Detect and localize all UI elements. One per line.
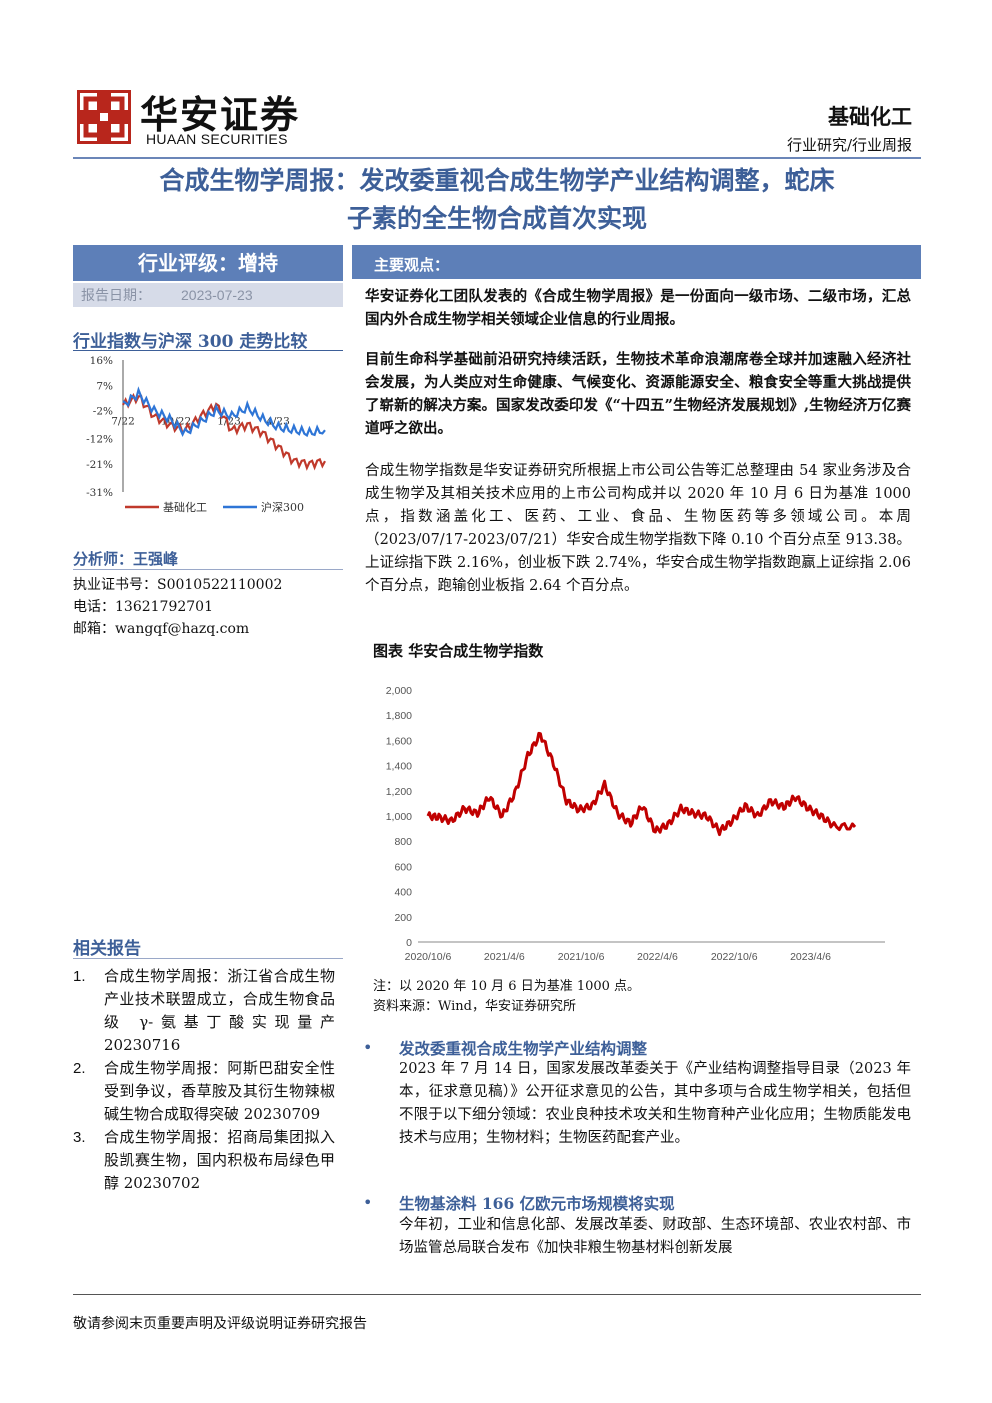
y-tick-label: 400: [394, 887, 412, 899]
header-divider: [73, 157, 921, 159]
logo-chinese: 华安证券: [140, 92, 301, 137]
index-comparison-title: 行业指数与沪深 300 走势比较: [73, 332, 308, 352]
x-tick-label: 2022/10/6: [711, 951, 758, 963]
bullet-icon: •: [363, 1038, 373, 1057]
main-views-header: 主要观点：: [352, 245, 921, 279]
paragraph-background: 目前生命科学基础前沿研究持续活跃，生物技术革命浪潮席卷全球并加速融入经济社会发展…: [365, 351, 911, 437]
related-report-number: 3.: [73, 1129, 86, 1146]
analyst-cert: 执业证书号：S0010522110002: [73, 577, 283, 593]
x-tick-label: 2020/10/6: [405, 951, 452, 963]
y-tick-label: 1,200: [386, 786, 412, 798]
related-reports-list: 1. 合成生物学周报：浙江省合成生物产业技术联盟成立，合成生物食品级 γ-氨基丁…: [73, 965, 335, 1195]
related-report-item[interactable]: 2. 合成生物学周报：阿斯巴甜安全性受到争议，香草胺及其衍生物辣椒碱生物合成取得…: [73, 1057, 335, 1126]
x-tick-label: 2023/4/6: [790, 951, 831, 963]
bullet-heading: 发改委重视合成生物学产业结构调整: [399, 1039, 648, 1058]
legend-label-csi300: 沪深300: [261, 500, 304, 514]
paragraph-intro: 华安证券化工团队发表的《合成生物学周报》是一份面向一级市场、二级市场，汇总国内外…: [365, 288, 911, 328]
report-date-bar: 报告日期： 2023-07-23: [73, 283, 343, 307]
related-report-text: 合成生物学周报：招商局集团拟入股凯赛生物，国内积极布局绿色甲醇 20230702: [104, 1128, 335, 1192]
related-divider: [73, 958, 343, 959]
chart-source: 资料来源：Wind，华安证券研究所: [373, 999, 576, 1014]
y-tick-label: 0: [406, 937, 412, 949]
y-tick-label: 2,000: [386, 685, 412, 697]
analyst-phone: 电话：13621792701: [73, 599, 213, 615]
mini-y-tick-label: -31%: [86, 487, 113, 499]
bullet-heading: 生物基涂料 166 亿欧元市场规模将实现: [399, 1194, 675, 1213]
mini-y-tick-label: -2%: [93, 406, 113, 418]
chart-caption: 图表 华安合成生物学指数: [373, 642, 544, 660]
report-title: 合成生物学周报：发改委重视合成生物学产业结构调整，蛇床 子素的全生物合成首次实现: [73, 162, 921, 238]
footer-divider: [73, 1294, 921, 1295]
related-report-text: 合成生物学周报：阿斯巴甜安全性受到争议，香草胺及其衍生物辣椒碱生物合成取得突破 …: [104, 1059, 335, 1123]
mini-y-tick-label: -21%: [86, 459, 113, 471]
related-report-item[interactable]: 1. 合成生物学周报：浙江省合成生物产业技术联盟成立，合成生物食品级 γ-氨基丁…: [73, 965, 335, 1057]
chart-note: 注：以 2020 年 10 月 6 日为基准 1000 点。: [373, 979, 641, 994]
y-tick-label: 1,000: [386, 811, 412, 823]
related-report-text: 合成生物学周报：浙江省合成生物产业技术联盟成立，合成生物食品级 γ-氨基丁酸实现…: [104, 967, 335, 1054]
related-report-number: 2.: [73, 1060, 86, 1077]
bullet-icon: •: [363, 1193, 373, 1212]
related-reports-title: 相关报告: [73, 939, 141, 959]
x-tick-label: 2022/4/6: [637, 951, 678, 963]
y-tick-label: 1,800: [386, 710, 412, 722]
mini-legend: 基础化工 沪深300: [125, 500, 304, 514]
mini-y-tick-label: 16%: [90, 355, 113, 367]
x-tick-label: 2021/10/6: [558, 951, 605, 963]
analyst-email: 邮箱：wangqf@hazq.com: [73, 621, 250, 637]
legend-label-chemicals: 基础化工: [163, 500, 207, 514]
report-date-label: 报告日期：: [81, 288, 151, 304]
sector-label: 基础化工: [828, 104, 912, 129]
industry-rating: 行业评级：增持: [73, 245, 343, 281]
logo-mark: [77, 90, 131, 144]
paragraph-index-summary: 合成生物学指数是华安证券研究所根据上市公司公告等汇总整理由 54 家业务涉及合成…: [365, 463, 911, 594]
mini-y-tick-label: 7%: [96, 380, 113, 392]
x-tick-label: 2021/4/6: [484, 951, 525, 963]
y-tick-label: 200: [394, 912, 412, 924]
related-report-item[interactable]: 3. 合成生物学周报：招商局集团拟入股凯赛生物，国内积极布局绿色甲醇 20230…: [73, 1126, 335, 1195]
related-report-number: 1.: [73, 968, 86, 985]
series-line-csi300: [122, 386, 326, 438]
analyst-divider: [73, 569, 343, 570]
y-tick-label: 1,600: [386, 735, 412, 747]
bullet-body: 2023 年 7 月 14 日，国家发展改革委关于《产业结构调整指导目录（202…: [399, 1061, 911, 1146]
footer-disclaimer: 敬请参阅末页重要声明及评级说明证券研究报告: [73, 1315, 367, 1331]
y-tick-label: 600: [394, 861, 412, 873]
index-comparison-chart: 16%7%-2%-12%-21%-31% 7/22 10/22 1/23 4/23 基…: [86, 355, 326, 514]
y-tick-label: 800: [394, 836, 412, 848]
synbio-index-chart: 0 200 400 600 800 1,000 1,200 1,400 1,600 1,800 2,…: [386, 685, 885, 963]
report-type: 行业研究/行业周报: [786, 136, 912, 154]
index-title-divider: [73, 350, 343, 351]
report-date-value: 2023-07-23: [181, 287, 253, 303]
mini-y-tick-label: -12%: [86, 434, 113, 446]
logo-glyph-icon: [80, 93, 128, 141]
y-tick-label: 1,400: [386, 761, 412, 773]
title-line-2: 子素的全生物合成首次实现: [346, 204, 647, 233]
synbio-index-line: [426, 731, 857, 837]
analyst-title: 分析师：王强峰: [73, 550, 179, 568]
logo-english: HUAAN SECURITIES: [146, 131, 288, 147]
title-line-1: 合成生物学周报：发改委重视合成生物学产业结构调整，蛇床: [159, 166, 835, 195]
bullet-body: 今年初，工业和信息化部、发展改革委、财政部、生态环境部、农业农村部、市场监管总局…: [399, 1217, 911, 1256]
